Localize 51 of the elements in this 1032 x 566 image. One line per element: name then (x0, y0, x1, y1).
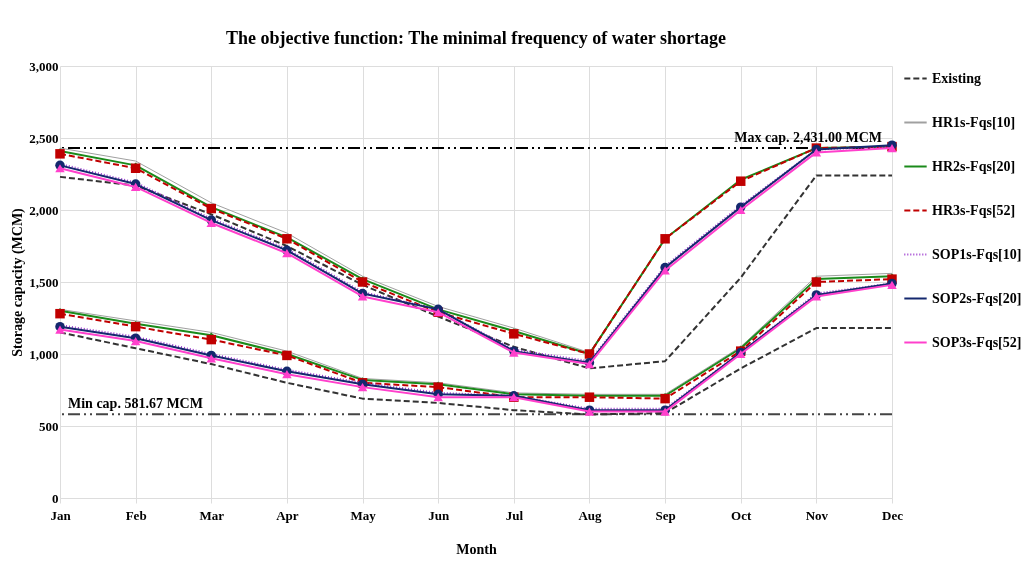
x-tick-label: Oct (731, 507, 752, 523)
point (55, 164, 65, 173)
legend-label: SOP2s-Fqs[20] (932, 290, 1022, 306)
legend-label: HR1s-Fqs[10] (932, 114, 1016, 130)
x-tick-label: Sep (655, 507, 676, 523)
x-tick-label: Feb (125, 507, 147, 523)
point (660, 266, 670, 275)
x-tick-label: Mar (199, 507, 225, 523)
point (357, 383, 368, 392)
x-tick-label: Nov (805, 507, 829, 523)
y-tick-label: 500 (39, 418, 59, 434)
point (433, 393, 443, 402)
point (357, 292, 368, 301)
legend-label: SOP3s-Fqs[52] (932, 334, 1022, 350)
point (660, 393, 670, 404)
legend-label: SOP1s-Fqs[10] (932, 246, 1022, 262)
y-tick-label: 2,000 (29, 202, 59, 218)
y-axis-title: Storage capacity (MCM) (10, 207, 27, 357)
y-tick-label: 1,500 (29, 274, 59, 290)
point (282, 249, 292, 258)
x-tick-label: Dec (882, 507, 904, 523)
point (55, 325, 65, 334)
x-tick-label: Aug (578, 507, 603, 523)
y-tick-label: 2,500 (29, 130, 59, 146)
chart-title: The objective function: The minimal frequency of water shortage (226, 28, 726, 48)
legend-label: HR2s-Fqs[20] (932, 158, 1016, 174)
point (282, 350, 292, 361)
point (55, 149, 65, 159)
point (206, 334, 217, 345)
x-tick-label: Jun (428, 507, 450, 523)
point (130, 321, 141, 332)
ref-line-label: Max cap. 2,431.00 MCM (734, 129, 882, 145)
x-tick-label: Jan (50, 507, 72, 523)
point (282, 370, 292, 379)
legend-label: Existing (932, 70, 982, 86)
legend-label: HR3s-Fqs[52] (932, 202, 1016, 218)
point (357, 277, 368, 287)
point (130, 163, 141, 173)
x-axis-title: Month (456, 541, 497, 557)
point (206, 203, 217, 214)
point (55, 308, 65, 319)
point (811, 277, 822, 287)
point (811, 148, 822, 157)
point (509, 329, 519, 339)
y-tick-label: 3,000 (29, 58, 59, 74)
x-tick-label: Apr (276, 507, 299, 523)
x-tick-label: Jul (505, 507, 524, 523)
ref-line-label: Min cap. 581.67 MCM (68, 396, 203, 412)
x-tick-label: May (350, 507, 377, 523)
y-tick-label: 1,000 (29, 346, 59, 362)
y-tick-label: 0 (52, 490, 59, 506)
